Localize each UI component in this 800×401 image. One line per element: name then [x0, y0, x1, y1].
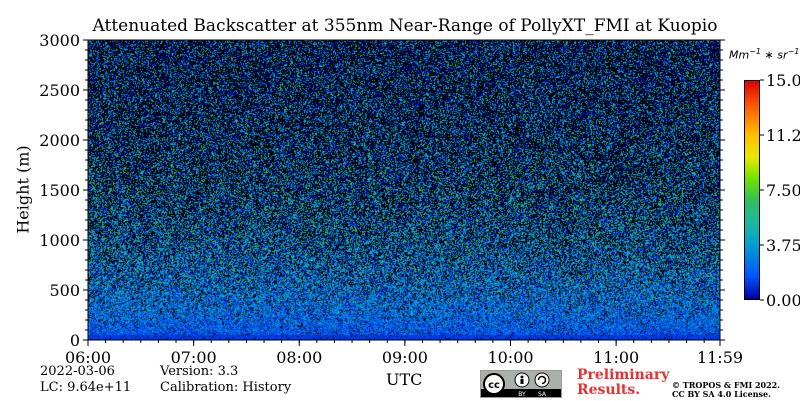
colorbar-tick-label: 3.75	[766, 236, 800, 255]
y-tick-label: 2500	[39, 81, 80, 100]
x-tick-label: 10:00	[487, 348, 533, 367]
colorbar-unit-label: Mm−1 ∗ sr−1	[729, 47, 800, 62]
x-tick-label: 08:00	[276, 348, 322, 367]
y-tick-label: 3000	[39, 31, 80, 50]
copyright-line2: CC BY SA 4.0 License.	[672, 389, 771, 399]
backscatter-heatmap	[88, 40, 720, 340]
cc-license-logo: cc BY SA	[480, 370, 562, 398]
copyright-line1: © TROPOS & FMI 2022.	[672, 380, 781, 390]
preliminary-results-label: Preliminary Results.	[577, 368, 669, 398]
version-label: Version: 3.3	[160, 364, 239, 379]
date-label: 2022-03-06	[40, 364, 115, 379]
license-by-text: BY	[518, 391, 526, 397]
preliminary-line1: Preliminary	[577, 367, 670, 383]
colorbar	[744, 80, 760, 300]
x-tick-label: 11:00	[593, 348, 639, 367]
plot-frame	[87, 39, 721, 341]
calibration-label: Calibration: History	[160, 380, 292, 395]
lidar-constant-label: LC: 9.64e+11	[40, 380, 132, 395]
preliminary-line2: Results.	[577, 382, 641, 398]
colorbar-tick-label: 0.00	[766, 291, 800, 310]
x-axis-label: UTC	[386, 370, 423, 389]
x-tick-label: 06:00	[65, 348, 111, 367]
y-tick-label: 1000	[39, 231, 80, 250]
colorbar-tick-label: 11.25	[766, 126, 800, 145]
x-tick-label: 09:00	[382, 348, 428, 367]
license-sa-text: SA	[538, 391, 547, 397]
x-tick-label: 11:59	[697, 348, 743, 367]
colorbar-tick-label: 15.00	[766, 71, 800, 90]
plot-area	[88, 40, 720, 340]
svg-text:cc: cc	[488, 380, 500, 391]
y-tick-label: 0	[70, 331, 80, 350]
y-tick-label: 2000	[39, 131, 80, 150]
colorbar-tick-label: 7.50	[766, 181, 800, 200]
y-tick-label: 1500	[39, 181, 80, 200]
y-tick-label: 500	[49, 281, 80, 300]
x-tick-label: 07:00	[171, 348, 217, 367]
copyright-notice: © TROPOS & FMI 2022. CC BY SA 4.0 Licens…	[672, 381, 780, 399]
chart-title: Attenuated Backscatter at 355nm Near-Ran…	[92, 16, 718, 36]
